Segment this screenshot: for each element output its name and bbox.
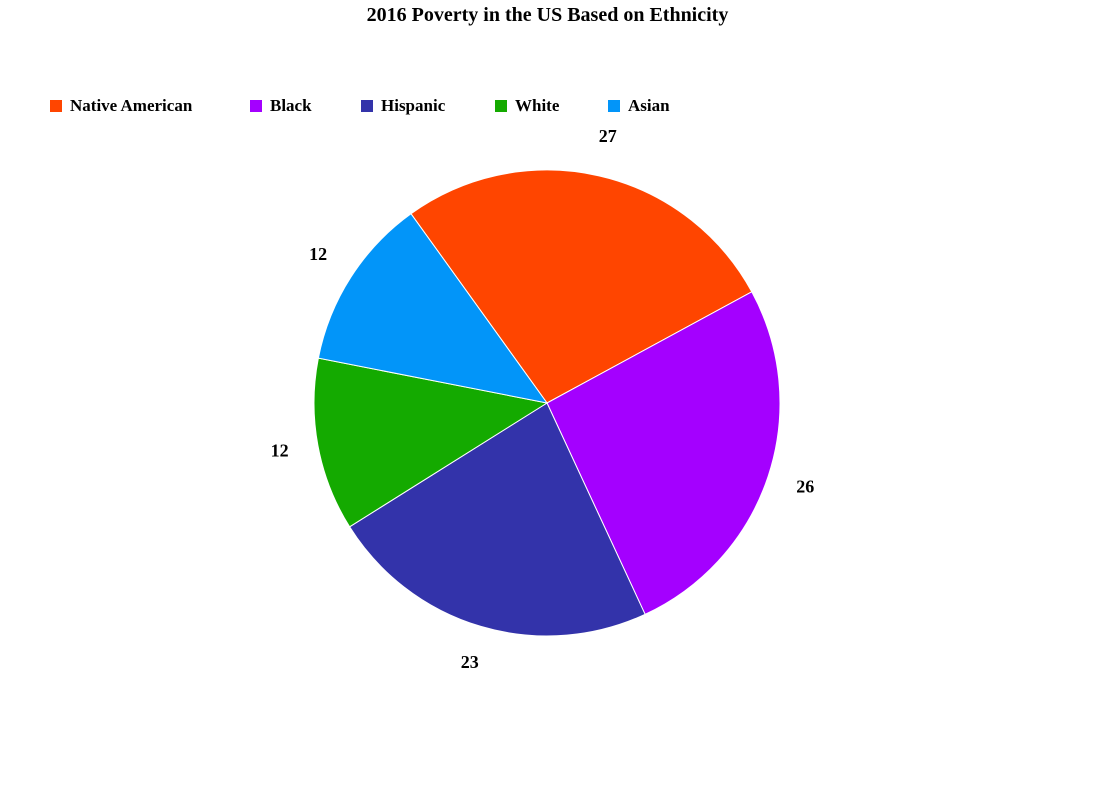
pie-slice — [313, 357, 549, 528]
legend-item: White — [495, 96, 559, 116]
pie-slice — [546, 291, 781, 616]
legend-label: Black — [270, 96, 312, 115]
legend-swatch — [361, 100, 373, 112]
legend-label: White — [515, 96, 560, 115]
slice-value-label: 12 — [271, 441, 289, 461]
legend-item: Asian — [608, 96, 670, 116]
slice-value-label: 12 — [309, 244, 327, 264]
slice-value-label: 26 — [796, 477, 814, 497]
legend-swatch — [495, 100, 507, 112]
chart-title: 2016 Poverty in the US Based on Ethnicit… — [366, 4, 729, 26]
legend-item: Native American — [50, 96, 192, 116]
legend-label: Asian — [628, 96, 670, 115]
slice-value-label: 23 — [461, 652, 479, 672]
legend-item: Black — [250, 96, 312, 116]
slice-value-label: 27 — [599, 126, 617, 146]
legend-label: Hispanic — [381, 96, 446, 115]
pie-slice — [348, 402, 646, 637]
legend-swatch — [608, 100, 620, 112]
legend-label: Native American — [70, 96, 193, 115]
legend-swatch — [250, 100, 262, 112]
pie-slice — [410, 169, 753, 404]
legend-item: Hispanic — [361, 96, 445, 116]
pie-slice — [317, 213, 549, 404]
legend-swatch — [50, 100, 62, 112]
